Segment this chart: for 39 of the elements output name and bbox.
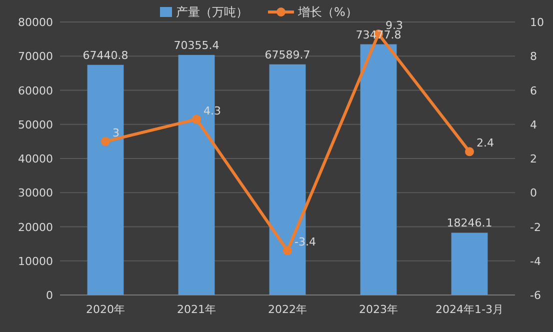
data-label: 67440.8 — [82, 48, 128, 62]
y-tick-label: 50000 — [18, 118, 53, 132]
y-tick-label: 30000 — [18, 186, 53, 200]
y-tick-label: 10000 — [18, 254, 53, 268]
legend-label: 产量（万吨） — [176, 5, 248, 19]
y-tick-label: 0 — [46, 289, 53, 302]
y-tick-label: 40000 — [18, 152, 53, 166]
y2-tick-label: 10 — [530, 16, 544, 29]
point — [283, 246, 292, 256]
y-tick-label: 80000 — [18, 16, 53, 29]
y2-tick-label: 0 — [530, 186, 537, 200]
bar — [451, 232, 488, 295]
data-label: 67589.7 — [264, 48, 310, 62]
point — [101, 136, 110, 146]
y2-tick-label: 6 — [530, 84, 537, 98]
data-label: 3 — [112, 126, 120, 140]
y2-tick-label: -6 — [530, 289, 541, 302]
point — [465, 147, 474, 156]
y2-tick-label: -2 — [530, 220, 541, 234]
bar — [360, 44, 397, 295]
y-tick-label: 70000 — [18, 50, 53, 64]
x-tick-label: 2024年1-3月 — [436, 303, 504, 316]
x-tick-label: 2022年 — [268, 303, 307, 316]
data-label: 2.4 — [476, 136, 494, 150]
x-tick-label: 2021年 — [177, 303, 216, 316]
legend-label: 增长（%） — [297, 5, 358, 19]
y2-tick-label: -4 — [530, 254, 541, 268]
data-label: 18246.1 — [446, 216, 492, 230]
y2-tick-label: 8 — [530, 50, 537, 64]
data-label: 70355.4 — [174, 38, 220, 52]
data-label: 9.3 — [386, 18, 403, 32]
x-tick-label: 2020年 — [86, 303, 125, 316]
y-tick-label: 60000 — [18, 84, 53, 98]
y-tick-label: 20000 — [18, 220, 53, 234]
y2-tick-label: 2 — [530, 152, 537, 166]
x-tick-label: 2023年 — [359, 303, 398, 316]
bar — [87, 64, 124, 295]
point — [192, 114, 201, 124]
y2-tick-label: 4 — [530, 118, 537, 132]
